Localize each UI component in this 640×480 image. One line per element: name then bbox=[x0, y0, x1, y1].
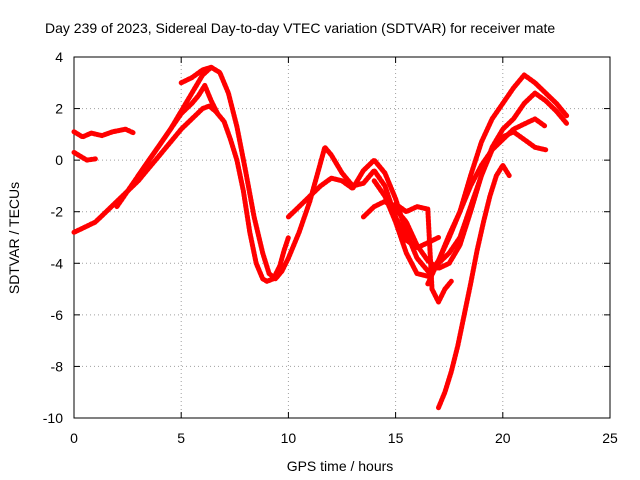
x-tick-label: 0 bbox=[70, 430, 78, 446]
series-track-9 bbox=[371, 72, 570, 279]
y-tick-label: 4 bbox=[55, 49, 63, 65]
grid bbox=[74, 57, 610, 418]
y-tick-label: -2 bbox=[51, 204, 64, 220]
y-tick-label: 0 bbox=[55, 152, 63, 168]
y-tick-label: 2 bbox=[55, 101, 63, 117]
x-tick-label: 25 bbox=[602, 430, 618, 446]
x-tick-label: 20 bbox=[495, 430, 511, 446]
y-tick-label: -6 bbox=[51, 307, 64, 323]
data-series bbox=[71, 64, 570, 411]
x-axis-label: GPS time / hours bbox=[287, 458, 394, 474]
series-track-11 bbox=[393, 201, 454, 305]
series-track-7 bbox=[285, 90, 570, 274]
y-tick-label: -4 bbox=[51, 255, 64, 271]
x-tick-label: 10 bbox=[281, 430, 297, 446]
plot-frame bbox=[73, 56, 611, 419]
series-track-10 bbox=[425, 116, 549, 287]
x-tick-label: 5 bbox=[177, 430, 185, 446]
series-track-2 bbox=[71, 149, 98, 163]
y-tick-label: -10 bbox=[43, 410, 63, 426]
series-track-5 bbox=[135, 82, 221, 179]
series-track-6 bbox=[178, 64, 214, 86]
chart-title: Day 239 of 2023, Sidereal Day-to-day VTE… bbox=[45, 20, 555, 36]
y-axis-label: SDTVAR / TECUs bbox=[6, 182, 22, 294]
series-track-1 bbox=[71, 126, 137, 140]
x-tick-label: 15 bbox=[388, 430, 404, 446]
series-track-12 bbox=[436, 162, 512, 411]
series-track-4 bbox=[114, 64, 441, 282]
y-tick-label: -8 bbox=[51, 358, 64, 374]
axis-ticks: 0 5 10 15 20 25 -10 -8 -6 -4 -2 0 2 4 bbox=[43, 49, 618, 446]
series-track-8 bbox=[360, 129, 549, 271]
